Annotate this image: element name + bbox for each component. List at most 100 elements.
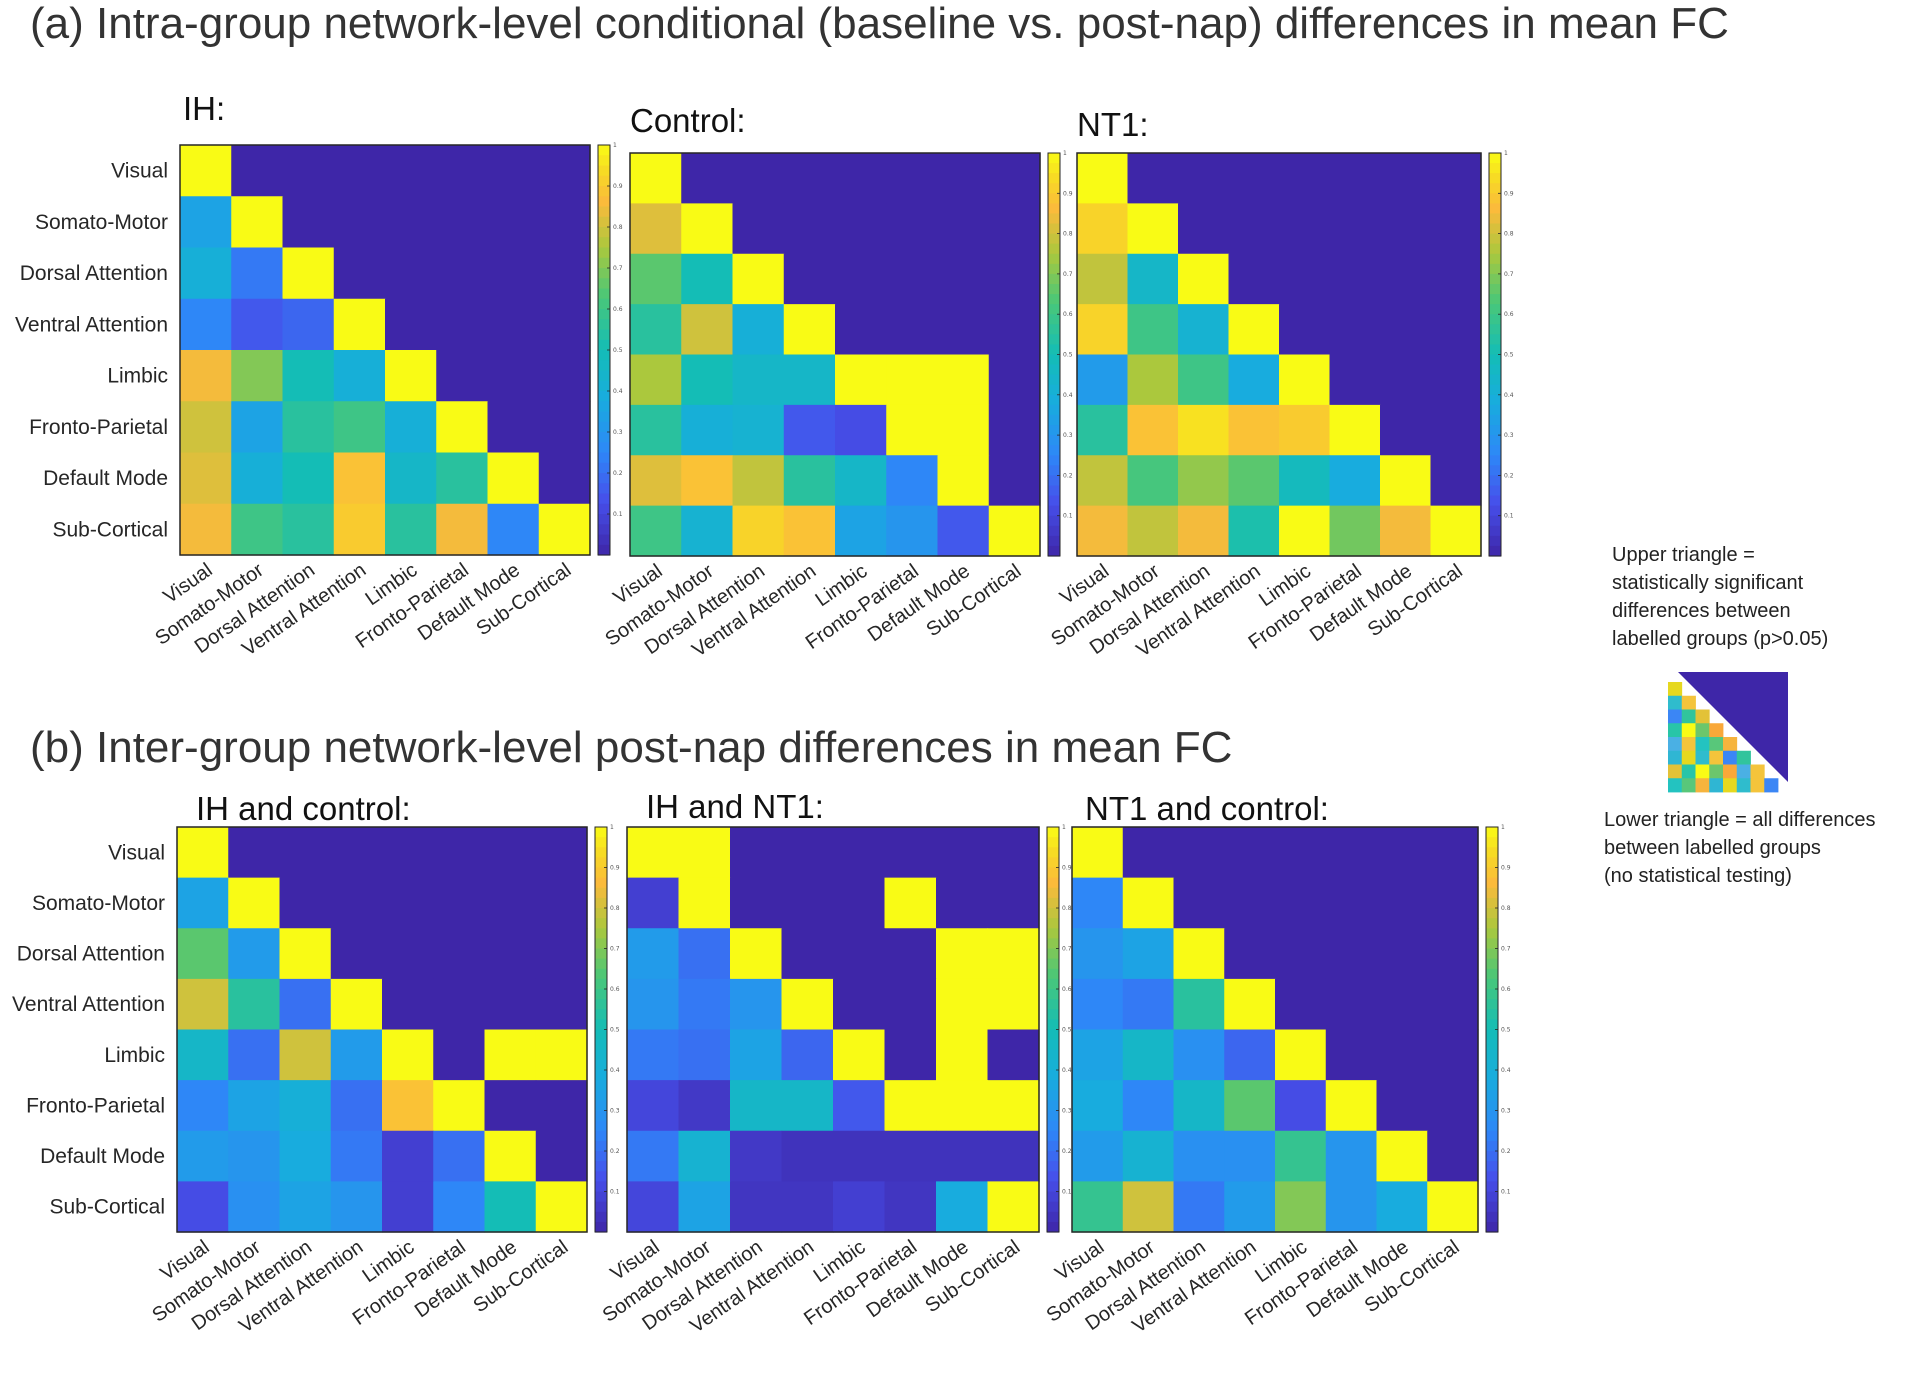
heatmap-cell [1173,928,1225,980]
heatmap-cell [1376,877,1428,929]
heatmap-cell [781,1029,834,1081]
colorbar-segment [1486,847,1498,858]
y-tick-label: Dorsal Attention [17,943,165,966]
heatmap-cell [433,1181,486,1233]
colorbar-tick-label: 0.7 [1062,946,1072,953]
heatmap-cell [937,354,990,406]
colorbar: 0.1 0.2 0.3 0.4 0.5 0.6 0.7 0.8 0.9 1 [1046,824,1072,1233]
colorbar-segment [595,1181,607,1193]
colorbar-segment [1047,1039,1059,1051]
heatmap-cell [936,1029,989,1081]
heatmap-cell [484,1181,537,1233]
heatmap-cell [1178,253,1230,305]
colorbar-segment [1047,989,1059,1000]
colorbar-segment [1047,857,1059,869]
colorbar-segment [595,928,607,939]
heatmap-title: IH and NT1: [646,788,824,825]
colorbar-segment [1489,163,1501,174]
colorbar-segment [598,391,610,402]
heatmap-cell [282,145,335,197]
colorbar-segment [1486,1201,1498,1213]
heatmap-cell [781,827,834,879]
heatmap-cell [333,401,386,454]
heatmap-cell [433,1080,486,1132]
colorbar-segment [595,1151,607,1162]
heatmap-cell [1430,505,1482,557]
heatmap-cell [382,827,434,879]
colorbar-segment [598,421,610,433]
colorbar-segment [1489,223,1501,235]
colorbar-segment [1047,897,1059,909]
heatmap-cell [1122,978,1175,1031]
heatmap-cell [535,928,588,980]
legend-lower-cell [1668,778,1683,793]
heatmap-cell [630,253,682,305]
colorbar-tick-label: 0.8 [1062,905,1072,912]
heatmap-cell [1275,827,1327,879]
heatmap-cell [1380,203,1432,255]
colorbar-segment [1489,273,1501,285]
legend-lower-cell [1709,723,1724,738]
heatmap-cell [231,145,284,197]
colorbar-tick-label: 0.4 [613,388,623,395]
colorbar-segment [1489,404,1501,416]
heatmap-cell [1275,1181,1327,1233]
colorbar-segment [1489,374,1501,386]
colorbar-segment [1048,384,1060,396]
colorbar-tick-label: 0.9 [610,865,620,872]
colorbar-segment [1489,183,1501,194]
colorbar-segment [598,503,610,515]
heatmap-cell [1325,928,1378,980]
colorbar-tick-label: 1 [610,824,614,831]
colorbar-segment [1486,877,1498,889]
y-tick-label: Visual [111,160,168,183]
heatmap-cell [1329,505,1381,557]
heatmap-cell [1427,877,1479,929]
heatmap-cell [535,877,588,929]
colorbar-tick-label: 0.1 [1504,513,1514,520]
heatmap-cell [1427,827,1479,879]
colorbar-tick-label: 0.3 [1504,432,1514,439]
heatmap-cell [886,455,939,507]
colorbar-tick-label: 0.5 [1501,1027,1511,1034]
heatmap-cell [436,247,489,300]
heatmap-cell [484,1029,537,1081]
heatmap-cell [783,455,836,507]
colorbar-segment [1489,465,1501,476]
colorbar-segment [1486,1120,1498,1132]
colorbar-segment [1047,1120,1059,1132]
heatmap-title: IH: [183,90,225,127]
colorbar-segment [595,1191,607,1203]
colorbar-segment [598,473,610,484]
colorbar-tick-label: 0.1 [610,1189,620,1196]
colorbar-segment [1047,887,1059,899]
heatmap-cell [385,401,437,454]
plot-frame [1076,152,1482,557]
heatmap-cell [678,1029,731,1081]
colorbar: 0.1 0.2 0.3 0.4 0.5 0.6 0.7 0.8 0.9 1 [597,142,623,556]
colorbar-segment [595,1009,607,1020]
colorbar-segment [1047,948,1059,960]
colorbar-segment [1048,263,1060,275]
colorbar-segment [1486,1221,1498,1233]
legend-lower-cell [1681,764,1696,779]
y-tick-label: Dorsal Attention [20,262,168,285]
colorbar-segment [1489,505,1501,517]
heatmap-cell [627,928,680,980]
colorbar-tick-label: 0.8 [610,905,620,912]
colorbar-segment [595,908,607,919]
colorbar-segment [1489,485,1501,497]
colorbar-tick-label: 0.1 [1063,513,1073,520]
heatmap-cell [1430,404,1482,456]
colorbar-segment [1048,374,1060,386]
colorbar-segment [595,999,607,1010]
colorbar-segment [1489,294,1501,305]
colorbar-tick-label: 0.1 [613,511,623,518]
heatmap-cell [279,877,332,929]
colorbar-segment [1048,253,1060,265]
heatmap-cell [433,928,486,980]
heatmap-cell [484,928,537,980]
heatmap-cell [630,153,682,204]
colorbar-segment [598,432,610,443]
heatmap-cell [1077,455,1129,507]
